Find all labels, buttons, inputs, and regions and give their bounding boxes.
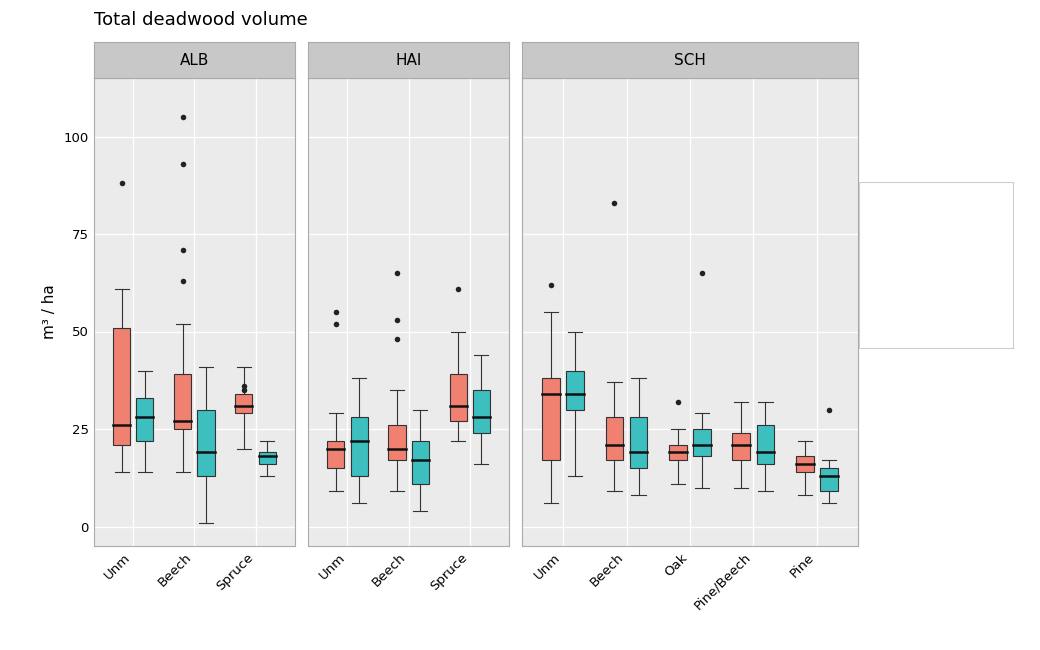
- Bar: [350, 417, 367, 476]
- Text: 2012: 2012: [928, 221, 963, 235]
- Text: ALB: ALB: [180, 53, 209, 68]
- Bar: [388, 425, 406, 460]
- Bar: [449, 374, 467, 421]
- Bar: [328, 441, 344, 468]
- Text: year: year: [869, 187, 902, 202]
- Bar: [796, 456, 813, 472]
- Bar: [542, 378, 560, 460]
- Text: SCH: SCH: [674, 53, 706, 68]
- Bar: [136, 398, 154, 441]
- Text: 2017: 2017: [928, 283, 963, 297]
- Bar: [412, 441, 428, 484]
- Text: HAI: HAI: [395, 53, 422, 68]
- Y-axis label: m³ / ha: m³ / ha: [42, 285, 56, 339]
- Bar: [198, 410, 214, 476]
- Bar: [629, 417, 648, 468]
- Text: Total deadwood volume: Total deadwood volume: [94, 11, 308, 29]
- Bar: [567, 370, 584, 410]
- Bar: [820, 468, 837, 491]
- Bar: [175, 374, 191, 429]
- Bar: [756, 425, 775, 464]
- Bar: [605, 417, 623, 460]
- Bar: [113, 328, 130, 445]
- Bar: [669, 445, 686, 460]
- Bar: [235, 394, 253, 413]
- Bar: [473, 390, 490, 433]
- Bar: [693, 429, 711, 456]
- Bar: [259, 452, 276, 464]
- Bar: [732, 433, 750, 460]
